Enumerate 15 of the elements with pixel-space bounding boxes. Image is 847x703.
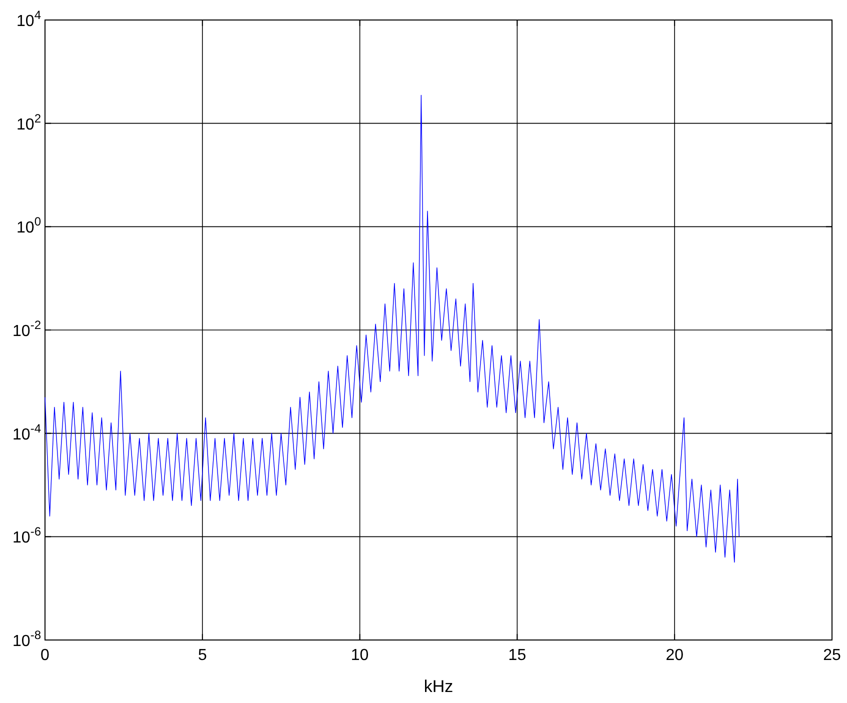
y-tick-label: 10$^{-4}$ bbox=[12, 421, 42, 444]
y-tick-label: 10$^{2}$ bbox=[16, 111, 42, 134]
y-tick-label: 10$^{0}$ bbox=[16, 214, 42, 237]
x-tick-label: 10 bbox=[350, 647, 369, 664]
x-tick-label: 20 bbox=[666, 647, 684, 664]
x-tick-label: 25 bbox=[823, 647, 841, 664]
x-tick-label: 15 bbox=[508, 647, 526, 664]
line-series bbox=[44, 94, 740, 563]
x-axis-title: kHz bbox=[424, 677, 454, 696]
y-tick-label: 10$^{-6}$ bbox=[12, 524, 42, 547]
y-tick-label: 10$^{4}$ bbox=[16, 8, 42, 30]
x-tick-label: 0 bbox=[40, 647, 50, 664]
y-tick-label: 10$^{-2}$ bbox=[12, 318, 42, 340]
x-tick-label: 5 bbox=[198, 647, 207, 664]
y-tick-label: 10$^{-8}$ bbox=[12, 628, 42, 650]
